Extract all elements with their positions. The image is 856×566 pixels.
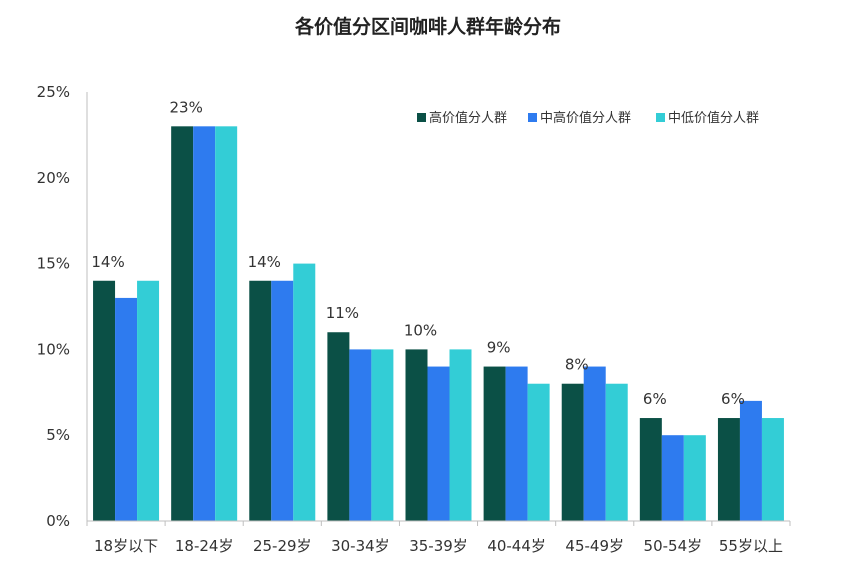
data-label: 14% — [248, 253, 281, 271]
x-tick-label: 35-39岁 — [409, 537, 468, 555]
bar — [427, 366, 450, 521]
data-label: 14% — [91, 253, 124, 271]
x-tick-label: 55岁以上 — [719, 537, 783, 555]
data-label: 11% — [326, 304, 359, 322]
y-tick-label: 20% — [37, 169, 70, 187]
bar — [327, 332, 350, 521]
bar — [683, 435, 706, 521]
bar — [717, 418, 740, 521]
bar — [371, 349, 394, 521]
x-axis: 18岁以下 18-24岁 25-29岁 30-34岁 35-39岁 40-44岁 45-49… — [86, 520, 791, 555]
x-tick-label: 30-34岁 — [331, 537, 390, 555]
data-label: 6% — [721, 390, 745, 408]
y-tick-label: 15% — [37, 255, 70, 273]
bar — [661, 435, 684, 521]
bar — [449, 349, 472, 521]
bar — [739, 400, 762, 521]
bar — [115, 297, 138, 521]
legend-label: 高价值分人群 — [429, 110, 507, 126]
bar — [505, 366, 528, 521]
bar — [93, 280, 116, 521]
bars: 14% 23% 14% 11% 10% 9% 8% 6% 6% — [91, 98, 784, 521]
data-label: 8% — [565, 356, 589, 374]
bar — [527, 383, 550, 521]
chart-title: 各价值分区间咖啡人群年龄分布 — [294, 15, 561, 38]
x-tick-label: 50-54岁 — [644, 537, 703, 555]
bar — [761, 418, 784, 521]
data-label: 6% — [643, 390, 667, 408]
bar — [561, 383, 584, 521]
y-axis: 0% 5% 10% 15% 20% 25% — [37, 83, 88, 530]
bar — [639, 418, 662, 521]
bar — [605, 383, 628, 521]
bar — [293, 263, 316, 521]
bar — [249, 280, 272, 521]
bar — [271, 280, 294, 521]
bar — [405, 349, 428, 521]
legend-swatch — [528, 113, 537, 122]
legend-label: 中高价值分人群 — [540, 110, 631, 126]
bar — [349, 349, 372, 521]
bar — [193, 126, 216, 521]
y-tick-label: 10% — [37, 340, 70, 358]
data-label: 9% — [487, 339, 511, 357]
y-tick-label: 0% — [46, 512, 70, 530]
x-tick-label: 18-24岁 — [175, 537, 234, 555]
legend-swatch — [417, 113, 426, 122]
legend-label: 中低价值分人群 — [668, 110, 759, 126]
y-tick-label: 5% — [46, 426, 70, 444]
bar — [215, 126, 238, 521]
legend-swatch — [656, 113, 665, 122]
legend: 高价值分人群 中高价值分人群 中低价值分人群 — [417, 110, 759, 126]
bar — [583, 366, 606, 521]
x-tick-label: 45-49岁 — [565, 537, 624, 555]
data-label: 10% — [404, 321, 437, 339]
data-label: 23% — [169, 98, 202, 116]
y-tick-label: 25% — [37, 83, 70, 101]
bar — [483, 366, 506, 521]
bar — [137, 280, 160, 521]
x-tick-label: 40-44岁 — [487, 537, 546, 555]
x-tick-label: 25-29岁 — [253, 537, 312, 555]
bar — [171, 126, 194, 521]
x-tick-label: 18岁以下 — [94, 537, 158, 555]
